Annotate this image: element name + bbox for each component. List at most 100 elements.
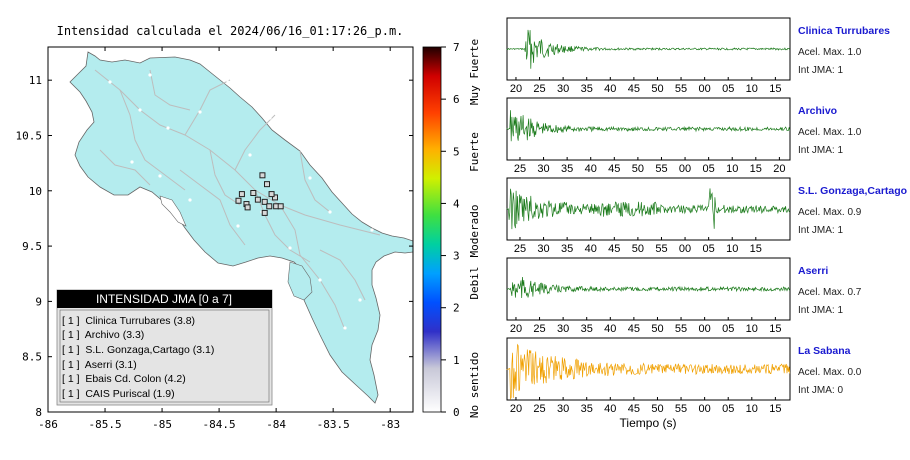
map-x-tick-label: -83.5 [317, 418, 350, 431]
waveform-max-accel: Acel. Max. 1.0 [798, 47, 862, 58]
station-marker [277, 203, 284, 210]
waveform-tick-label: 20 [510, 323, 522, 335]
map-y-tick-label: 11 [29, 74, 42, 87]
waveform-tick-label: 35 [581, 403, 593, 415]
waveform-max-accel: Acel. Max. 0.7 [798, 287, 862, 298]
map-y-tick-label: 9 [35, 295, 42, 308]
time-axis-label: Tiempo (s) [620, 416, 677, 430]
waveform-tick-label: 40 [604, 403, 616, 415]
legend-item: [ 1 ] Ebais Cd. Colon (4.2) [62, 373, 186, 385]
waveform-panel: 25 30 35 40 45 50 55 00 05 10 15 20 Archivo Acel. Max… [506, 97, 862, 175]
waveform-trace [506, 110, 791, 142]
station-marker [264, 181, 270, 188]
map-x-axis: -86 -85.5 -85 -84.5 -84 -83.5 -83 [38, 47, 400, 431]
waveform-tick-label: 40 [585, 163, 597, 175]
waveform-intensity: Int JMA: 1 [798, 145, 843, 156]
nicoya-gulf-water [159, 195, 187, 227]
waveform-tick-label: 55 [655, 163, 667, 175]
station-marker [266, 203, 273, 210]
map-x-tick-label: -84 [266, 418, 286, 431]
intensity-colorbar: 0 1 2 3 4 5 6 7 No sentido Debil Moderado Fuert… [422, 39, 481, 419]
waveform-tick-label: 55 [655, 243, 667, 255]
road-network [94, 69, 381, 331]
station-marker [268, 191, 275, 198]
waveform-tick-label: 25 [533, 323, 545, 335]
colorbar-tick-label: 3 [453, 250, 460, 263]
waveform-intensity: Int JMA: 1 [798, 65, 843, 76]
waveform-tick-label: 25 [514, 163, 526, 175]
road-nodes [108, 73, 374, 330]
waveform-tick-label: 25 [533, 403, 545, 415]
waveform-panel: 20 25 30 35 40 45 50 55 00 05 10 15 Aserri Acel. Max.… [506, 257, 862, 335]
waveform-tick-label: 15 [750, 163, 762, 175]
colorbar-tick-label: 6 [453, 93, 460, 106]
waveform-tick-label: 10 [746, 83, 758, 95]
colorbar-tick-label: 7 [453, 41, 460, 54]
waveform-tick-label: 15 [769, 83, 781, 95]
waveform-tick-label: 10 [746, 403, 758, 415]
waveform-tick-label: 45 [628, 83, 640, 95]
waveform-tick-label: 35 [581, 323, 593, 335]
waveform-station-name: Archivo [798, 105, 837, 117]
waveform-tick-label: 30 [537, 243, 549, 255]
waveform-tick-label: 20 [773, 163, 785, 175]
map-y-tick-label: 10.5 [16, 129, 43, 142]
waveform-tick-label: 00 [679, 243, 691, 255]
waveform-max-accel: Acel. Max. 0.9 [798, 207, 862, 218]
waveform-tick-label: 55 [675, 323, 687, 335]
waveform-tick-label: 40 [604, 83, 616, 95]
waveform-tick-label: 05 [703, 243, 715, 255]
colorbar-tick-label: 2 [453, 302, 460, 315]
map-x-tick-label: -85.5 [88, 418, 121, 431]
waveform-tick-label: 05 [722, 323, 734, 335]
waveform-tick-label: 45 [628, 403, 640, 415]
waveform-tick-label: 05 [703, 163, 715, 175]
waveform-tick-label: 05 [722, 83, 734, 95]
waveform-max-accel: Acel. Max. 1.0 [798, 127, 862, 138]
waveform-tick-label: 35 [561, 243, 573, 255]
station-marker [250, 190, 257, 196]
map-y-tick-label: 10 [29, 185, 42, 198]
map-title: Intensidad calculada el 2024/06/16_01:17… [57, 24, 404, 38]
map-y-tick-label: 9.5 [22, 240, 42, 253]
waveform-tick-label: 00 [699, 323, 711, 335]
waveform-panel: 25 30 35 40 45 50 55 00 05 10 15 S.L. Gonzaga,Carta… [506, 177, 907, 255]
waveform-tick-label: 00 [699, 83, 711, 95]
station-marker [261, 209, 268, 216]
waveform-intensity: Int JMA: 1 [798, 305, 843, 316]
waveform-tick-label: 40 [585, 243, 597, 255]
waveform-station-name: S.L. Gonzaga,Cartago [798, 185, 907, 197]
legend-item: [ 1 ] S.L. Gonzaga,Cartago (3.1) [62, 344, 214, 356]
waveform-tick-label: 25 [514, 243, 526, 255]
station-marker [259, 172, 266, 179]
waveform-tick-label: 15 [769, 403, 781, 415]
waveform-tick-label: 50 [651, 403, 663, 415]
intensity-legend: INTENSIDAD JMA [0 a 7] [ 1 ] Clinica Tur… [56, 289, 273, 406]
map-x-tick-label: -84.5 [203, 418, 236, 431]
colorbar-tick-label: 5 [453, 145, 460, 158]
map-x-tick-label: -85 [152, 418, 172, 431]
waveform-frame [506, 97, 791, 161]
colorbar-tick-label: 0 [453, 406, 460, 419]
waveform-tick-label: 30 [557, 403, 569, 415]
waveform-tick-label: 05 [722, 403, 734, 415]
station-marker [235, 197, 242, 204]
waveform-tick-label: 30 [557, 83, 569, 95]
waveform-trace [506, 188, 791, 230]
waveform-tick-label: 50 [632, 243, 644, 255]
scale-label-fuerte: Fuerte [468, 132, 481, 172]
waveform-tick-label: 20 [510, 403, 522, 415]
waveform-tick-label: 25 [533, 83, 545, 95]
waveform-tick-label: 50 [651, 83, 663, 95]
waveform-tick-label: 45 [608, 163, 620, 175]
station-marker [261, 198, 268, 205]
waveform-station-name: Clinica Turrubares [798, 25, 890, 37]
map-y-tick-label: 8.5 [22, 351, 42, 364]
waveform-tick-label: 10 [726, 163, 738, 175]
waveform-tick-label: 35 [561, 163, 573, 175]
waveform-max-accel: Acel. Max. 0.0 [798, 367, 862, 378]
station-marker [244, 204, 251, 211]
station-markers [235, 172, 284, 216]
legend-title: INTENSIDAD JMA [0 a 7] [96, 292, 232, 306]
